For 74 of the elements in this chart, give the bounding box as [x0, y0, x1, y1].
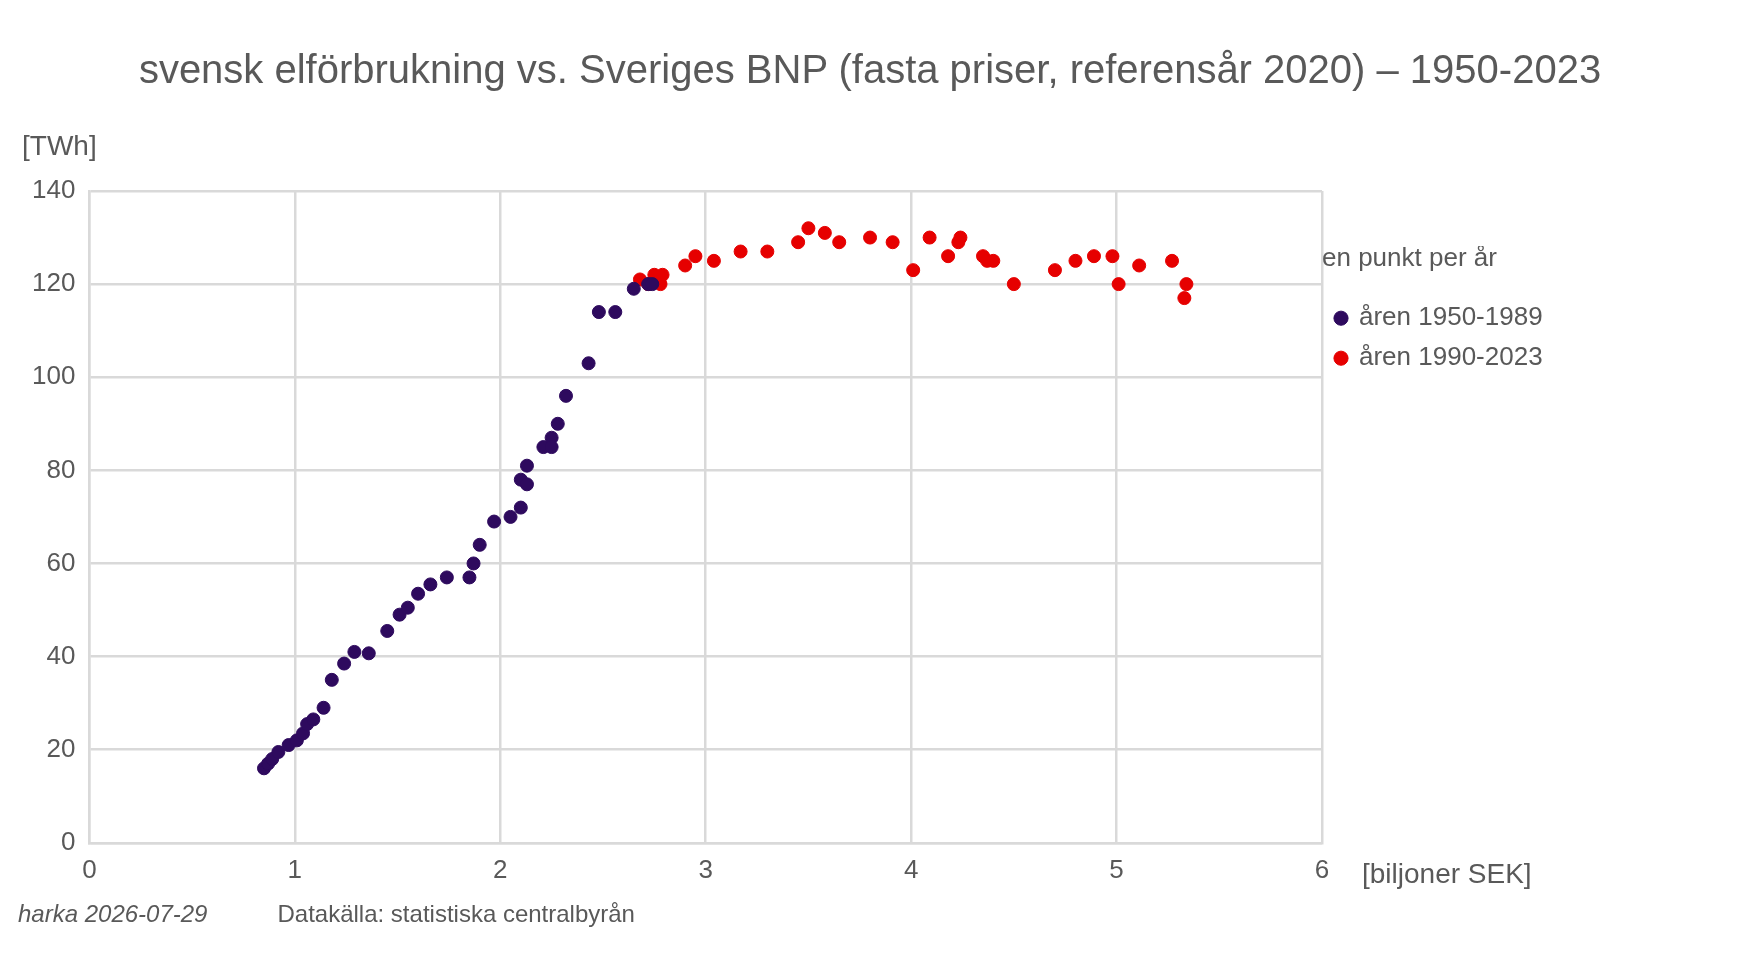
x-tick-label: 0 [82, 853, 97, 884]
point [472, 537, 487, 552]
x-tick-label: 3 [698, 853, 713, 884]
x-axis-title: [biljoner SEK] [1362, 857, 1532, 889]
point [462, 570, 477, 585]
x-tick-label: 2 [493, 853, 508, 884]
point [347, 644, 362, 659]
point [591, 305, 606, 320]
x-tick-label: 4 [903, 853, 919, 884]
point [626, 281, 641, 296]
point [791, 235, 806, 250]
point [439, 570, 454, 585]
point [1179, 277, 1194, 292]
point [760, 244, 775, 259]
point [1105, 249, 1120, 264]
point [706, 253, 721, 268]
point [306, 712, 321, 727]
point [1006, 277, 1021, 292]
point [801, 221, 816, 236]
point [316, 700, 331, 715]
legend-label: åren 1950-1989 [1359, 301, 1543, 332]
text: Datakälla: statistiska centralbyrån [277, 900, 635, 928]
point [581, 356, 596, 371]
point [466, 556, 481, 571]
x-tick-label: 6 [1314, 853, 1330, 884]
y-tick-label: 100 [31, 360, 76, 391]
y-tick-label: 0 [60, 825, 76, 856]
point [337, 656, 352, 671]
legend-title: en punkt per år [1322, 242, 1498, 273]
point [271, 745, 286, 760]
point [1165, 253, 1180, 268]
chart-title: svensk elförbrukning vs. Sveriges BNP (fasta priser, referensår 2020) – 1950-2023 [138, 47, 1602, 92]
y-tick-label: 120 [31, 267, 76, 298]
point [1047, 263, 1062, 278]
y-tick-label: 60 [46, 546, 76, 577]
y-tick-label: 140 [31, 174, 76, 205]
point [558, 388, 573, 403]
point [863, 230, 878, 245]
point [1177, 291, 1192, 306]
point [361, 646, 376, 661]
point [688, 249, 703, 264]
point [503, 509, 518, 524]
point [513, 500, 528, 515]
point [1111, 277, 1126, 292]
point [906, 263, 921, 278]
point [487, 514, 502, 529]
point [832, 235, 847, 250]
point [941, 249, 956, 264]
point [953, 230, 968, 245]
point [519, 458, 534, 473]
point [678, 258, 693, 273]
point [885, 235, 900, 250]
text: harka 2026-07-29 [18, 900, 208, 928]
point [519, 477, 534, 492]
x-tick-label: 1 [287, 853, 303, 884]
point [400, 600, 415, 615]
y-tick-label: 40 [46, 639, 76, 670]
point [1086, 249, 1101, 264]
x-tick-label: 5 [1109, 853, 1124, 884]
point [733, 244, 748, 259]
point [380, 623, 395, 638]
point [423, 577, 438, 592]
point [1068, 253, 1083, 268]
y-tick-label: 80 [46, 453, 76, 484]
point [1132, 258, 1147, 273]
legend-label: åren 1990-2023 [1359, 341, 1543, 372]
point [608, 305, 623, 320]
point [817, 225, 832, 240]
point [922, 230, 937, 245]
point [324, 672, 339, 687]
y-axis-title: [TWh] [22, 129, 97, 161]
y-tick-label: 20 [46, 732, 76, 763]
point [411, 586, 426, 601]
point [550, 416, 565, 431]
